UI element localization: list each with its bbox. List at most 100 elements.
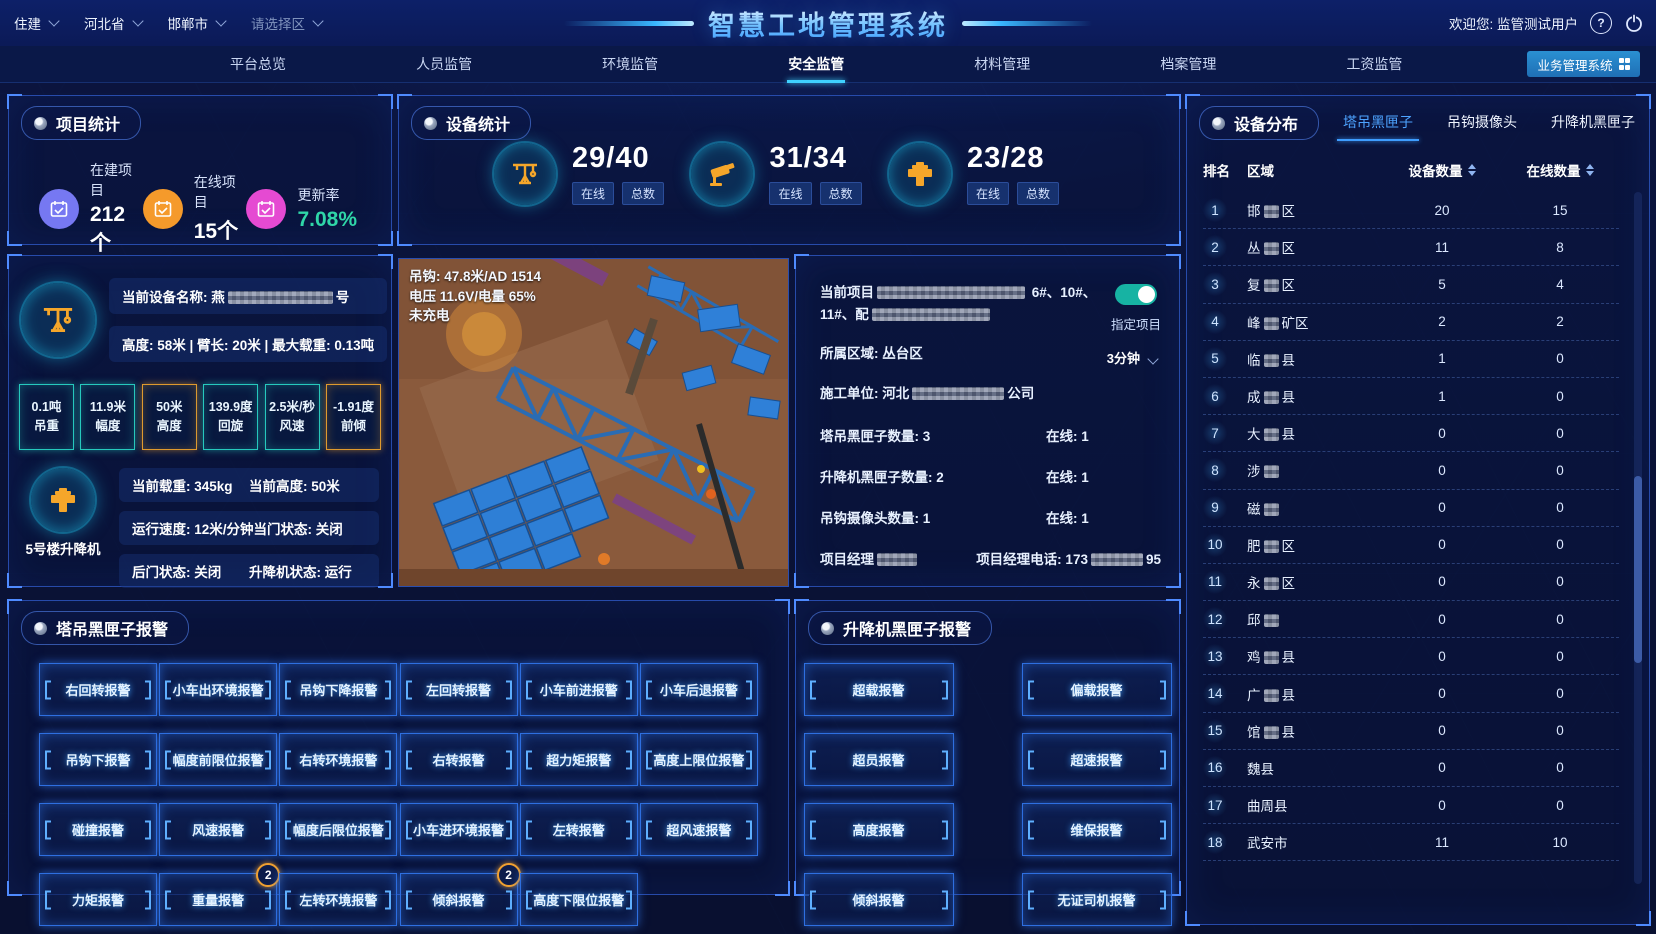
device-count: 0: [1438, 500, 1446, 516]
table-row: 14 广县 0 0: [1203, 675, 1619, 713]
alarm-button[interactable]: 无证司机报警: [1021, 873, 1172, 926]
redacted-text: [1263, 465, 1279, 479]
panel-title: 塔吊黑匣子报警: [21, 611, 190, 645]
alarm-button[interactable]: 超风速报警: [639, 803, 758, 856]
alarm-button[interactable]: 右转报警: [399, 733, 518, 786]
table-row: 6 成县 1 0: [1203, 378, 1619, 416]
online-count: 0: [1556, 388, 1564, 404]
alarm-button[interactable]: 小车后退报警: [639, 663, 758, 716]
alarm-button[interactable]: 倾斜报警: [803, 873, 954, 926]
region-name: 临县: [1247, 352, 1295, 368]
table-row: 1 邯区 20 15: [1203, 192, 1619, 230]
nav-tabs: 平台总览 人员监管 环境监管 安全监管 材料管理 档案管理 工资监管: [165, 46, 1467, 82]
alarm-button[interactable]: 碰撞报警: [39, 803, 157, 856]
stat-value: 2.5米/秒: [269, 399, 315, 414]
col-devices-sort[interactable]: 设备数量: [1383, 160, 1501, 180]
welcome-text: 欢迎您: 监管测试用户: [1448, 17, 1578, 32]
redacted-text: [1263, 651, 1279, 665]
distribution-tab[interactable]: 吊钩摄像头: [1447, 114, 1517, 130]
stat-value: 29/40: [572, 142, 650, 174]
help-icon[interactable]: ?: [1590, 12, 1612, 34]
page-title: 智慧工地管理系统: [708, 4, 948, 43]
alarm-button[interactable]: 右回转报警: [39, 663, 157, 716]
scrollbar-thumb[interactable]: [1634, 475, 1642, 663]
camera-icon: [691, 142, 754, 205]
stat-label: 风速: [279, 418, 305, 433]
rank-number: 18: [1203, 830, 1227, 855]
dot-icon: [34, 621, 47, 635]
refresh-interval-select[interactable]: 3分钟: [1107, 348, 1159, 367]
region-name: 大县: [1247, 427, 1295, 443]
alarm-button[interactable]: 左转环境报警: [279, 873, 398, 926]
alarm-button[interactable]: 维保报警: [1021, 803, 1172, 856]
alarm-button[interactable]: 重量报警 2: [159, 863, 281, 926]
rank-number: 5: [1203, 346, 1227, 371]
online-count: 8: [1556, 239, 1564, 255]
table-row: 8 涉 0 0: [1203, 452, 1619, 490]
alarm-button[interactable]: 倾斜报警 2: [399, 863, 521, 926]
alarm-button[interactable]: 右转环境报警: [279, 733, 398, 786]
redacted-text: [1263, 725, 1279, 739]
project-toggle[interactable]: [1115, 284, 1157, 305]
alarm-button[interactable]: 左回转报警: [399, 663, 518, 716]
business-system-button[interactable]: 业务管理系统: [1527, 51, 1640, 77]
alarm-button[interactable]: 左转报警: [519, 803, 638, 856]
device-name-bar: 当前设备名称: 燕号: [109, 278, 388, 314]
device-count: 11: [1434, 239, 1449, 255]
stat-item: 在建项目 212个: [39, 160, 143, 257]
alarm-button[interactable]: 吊钩下报警: [39, 733, 157, 786]
stat-icon: [246, 188, 287, 229]
sort-icon: [1585, 164, 1594, 176]
alarm-button[interactable]: 小车前进报警: [519, 663, 638, 716]
nav-tab[interactable]: 档案管理: [1160, 56, 1217, 72]
alarm-button[interactable]: 高度下限位报警: [519, 873, 638, 926]
total-tag: 总数: [622, 182, 665, 205]
region-name: 磁: [1247, 498, 1383, 518]
crane-stat-box: 50米 高度: [141, 384, 197, 450]
redacted-text: [1263, 353, 1279, 367]
online-count: 0: [1556, 537, 1564, 553]
online-count: 0: [1556, 723, 1564, 739]
nav-tab[interactable]: 材料管理: [974, 56, 1031, 72]
online-count: 15: [1552, 202, 1568, 218]
alarm-button[interactable]: 超载报警: [803, 663, 954, 716]
online-count: 0: [1556, 760, 1564, 776]
district-select[interactable]: 请选择区: [251, 13, 324, 33]
province-select[interactable]: 河北省: [84, 13, 144, 33]
alarm-button[interactable]: 风速报警: [159, 803, 278, 856]
redacted-text: [1263, 576, 1279, 590]
nav-tab[interactable]: 平台总览: [230, 56, 287, 72]
alarm-button[interactable]: 吊钩下降报警: [279, 663, 398, 716]
col-online-sort[interactable]: 在线数量: [1501, 160, 1619, 180]
alarm-button[interactable]: 高度上限位报警: [639, 733, 758, 786]
table-row: 3 复区 5 4: [1203, 266, 1619, 304]
dot-icon: [424, 116, 437, 130]
alarm-button[interactable]: 高度报警: [803, 803, 954, 856]
alarm-button[interactable]: 幅度前限位报警: [159, 733, 278, 786]
panel-title: 设备统计: [411, 106, 532, 140]
crane-stat-box: 2.5米/秒 风速: [264, 384, 320, 450]
alarm-button[interactable]: 超速报警: [1021, 733, 1172, 786]
region-name: 峰矿区: [1247, 315, 1309, 331]
rank-number: 2: [1203, 235, 1227, 260]
distribution-tab[interactable]: 塔吊黑匣子: [1337, 112, 1419, 141]
crane-detail-panel: 当前设备名称: 燕号 高度: 58米 | 臂长: 20米 | 最大载重: 0.1…: [7, 254, 393, 588]
tower-crane-icon: [494, 142, 556, 205]
org-select[interactable]: 住建: [14, 13, 60, 33]
nav-tab[interactable]: 工资监管: [1346, 56, 1403, 72]
nav-tab[interactable]: 人员监管: [416, 56, 473, 72]
alarm-button[interactable]: 幅度后限位报警: [279, 803, 398, 856]
alarm-button[interactable]: 超力矩报警: [519, 733, 638, 786]
alarm-button[interactable]: 超员报警: [803, 733, 954, 786]
online-count: 0: [1556, 500, 1564, 516]
nav-tab[interactable]: 安全监管: [786, 46, 846, 82]
alarm-button[interactable]: 偏载报警: [1021, 663, 1172, 716]
city-select[interactable]: 邯郸市: [168, 13, 227, 33]
alarm-button[interactable]: 小车出环境报警: [159, 663, 278, 716]
nav-tab[interactable]: 环境监管: [602, 56, 659, 72]
power-icon[interactable]: [1624, 13, 1644, 33]
alarm-button[interactable]: 小车进环境报警: [399, 803, 518, 856]
chevron-down-icon: [131, 15, 144, 27]
distribution-tab[interactable]: 升降机黑匣子: [1551, 114, 1635, 130]
alarm-button[interactable]: 力矩报警: [39, 873, 157, 926]
